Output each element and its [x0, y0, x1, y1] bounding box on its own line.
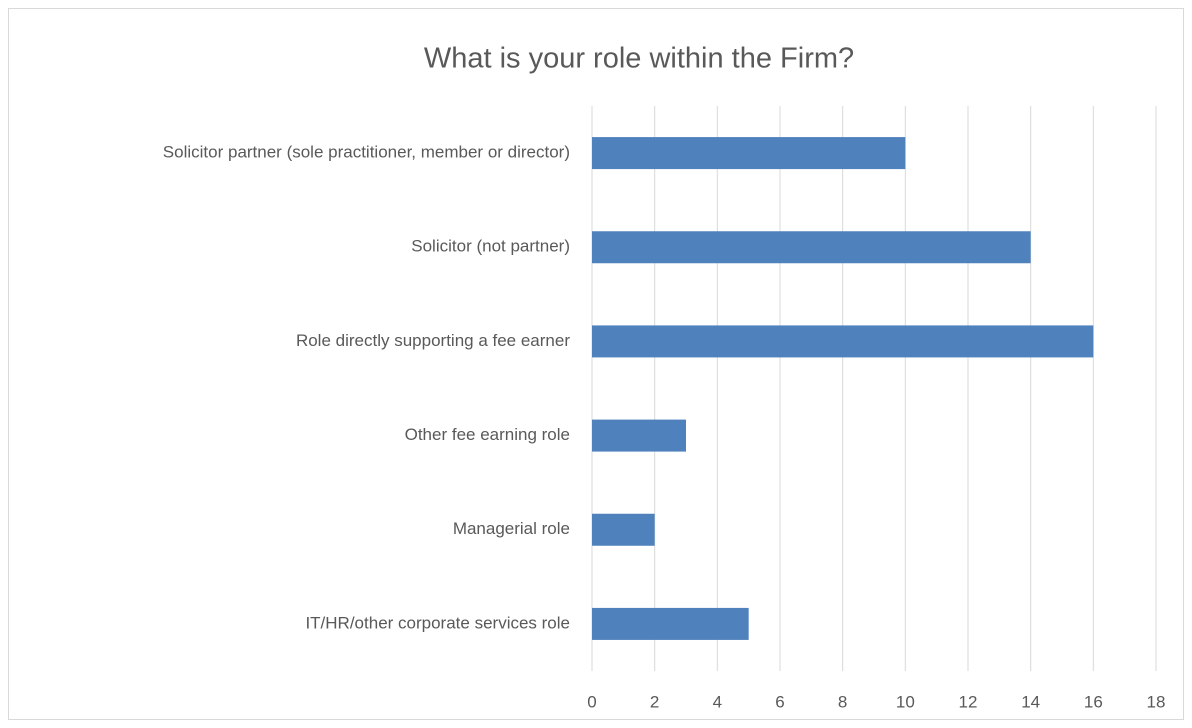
y-tick-label: Managerial role: [453, 519, 570, 538]
x-tick-label: 0: [587, 692, 596, 711]
bar: [592, 513, 655, 546]
x-tick-label: 4: [713, 692, 722, 711]
x-tick-label: 14: [1021, 692, 1040, 711]
y-tick-label: Role directly supporting a fee earner: [296, 331, 570, 350]
y-tick-label: Solicitor partner (sole practitioner, me…: [163, 143, 570, 162]
bar: [592, 325, 1094, 358]
y-tick-label: IT/HR/other corporate services role: [305, 613, 570, 632]
chart-title: What is your role within the Firm?: [424, 43, 854, 75]
x-tick-label: 16: [1084, 692, 1103, 711]
x-tick-label: 2: [650, 692, 659, 711]
bar: [592, 137, 906, 170]
x-tick-label: 18: [1147, 692, 1166, 711]
x-tick-label: 6: [775, 692, 784, 711]
x-tick-label: 12: [959, 692, 978, 711]
bar: [592, 419, 686, 452]
chart-border: [8, 8, 1184, 720]
y-tick-label: Solicitor (not partner): [411, 237, 570, 256]
bar: [592, 607, 749, 640]
y-tick-label: Other fee earning role: [405, 425, 570, 444]
bar: [592, 231, 1031, 264]
x-tick-label: 10: [896, 692, 915, 711]
x-tick-label: 8: [838, 692, 847, 711]
